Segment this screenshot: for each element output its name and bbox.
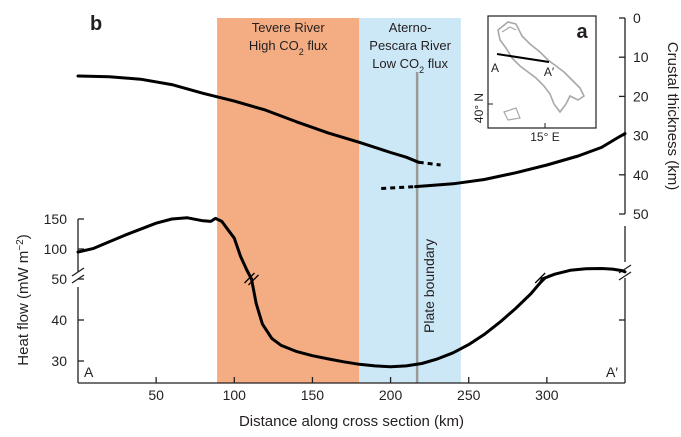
x-tick-label-2: 150 [301,387,325,403]
x-tick-label-5: 300 [535,387,559,403]
x-tick-label-3: 200 [379,387,403,403]
inset-label-a-prime: A′ [544,65,555,79]
endpoint-a-prime: A′ [606,364,618,380]
crust-tick-label-1: 10 [633,49,649,65]
plate-boundary-label: Plate boundary [421,239,437,333]
x-tick-label-1: 100 [223,387,247,403]
crust-tick-label-0: 0 [633,10,641,26]
endpoint-a: A [84,364,94,380]
band-0-sub-a: High CO [249,38,299,53]
x-tick-label-0: 50 [148,387,164,403]
heat-lower-tick-label-0: 30 [51,353,67,369]
band-0 [217,18,359,383]
crust-axis-title: Crustal thickness (km) [664,42,681,190]
inset-lon-label: 15° E [530,130,559,144]
heat-tick-label-50: 50 [51,271,67,287]
heat-lower-tick-label-1: 40 [51,312,67,328]
x-tick-label-4: 250 [457,387,481,403]
series-heat_upper_east [542,269,625,280]
crust-tick-label-5: 50 [633,206,649,222]
crust-tick-label-4: 40 [633,167,649,183]
inset-layer: a A A′ 40° N 15° E [472,16,596,144]
panel-letter-b: b [90,13,102,35]
band-1-sub-b: flux [424,56,448,71]
crust-tick-label-3: 30 [633,128,649,144]
band-0-title: Tevere River [252,20,326,35]
heat-tick-label-100: 100 [44,241,68,257]
crust-tick-label-2: 20 [633,88,649,104]
band-1-title2: Pescara River [369,38,451,53]
heat-axis-title-sup: −2 [15,239,26,251]
inset-label-a: A [491,61,499,75]
x-axis-title: Distance along cross section (km) [239,413,464,430]
band-1-title: Aterno- [389,20,432,35]
heat-axis-title-main: Heat flow (mW m [15,251,32,366]
inset-lat-label: 40° N [472,93,486,123]
heat-tick-label-150: 150 [44,211,68,227]
band-1 [359,18,461,383]
band-0-sub-b: flux [304,38,328,53]
heat-axis-title: Heat flow (mW m−2) [15,234,33,365]
inset-panel-letter: a [576,21,588,43]
band-1-sub-a: Low CO [372,56,419,71]
heat-axis-title-end: ) [15,234,32,239]
